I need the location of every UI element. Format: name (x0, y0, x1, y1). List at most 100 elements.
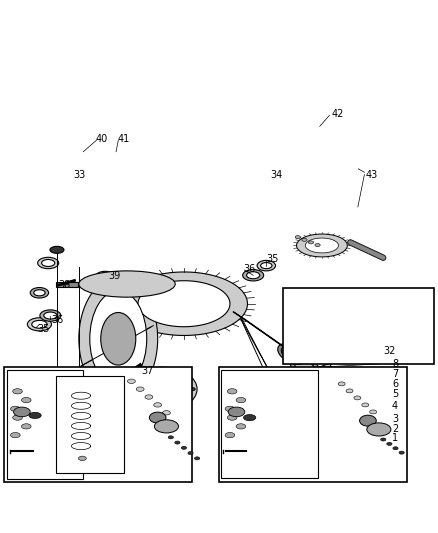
Ellipse shape (228, 407, 245, 417)
Ellipse shape (225, 432, 235, 438)
Ellipse shape (27, 318, 52, 331)
Ellipse shape (127, 379, 135, 383)
Ellipse shape (32, 320, 47, 328)
Ellipse shape (96, 271, 114, 281)
Text: 5: 5 (392, 390, 398, 399)
Text: 43: 43 (366, 169, 378, 180)
Ellipse shape (236, 398, 246, 403)
Ellipse shape (188, 451, 193, 455)
Ellipse shape (145, 395, 153, 399)
Ellipse shape (181, 401, 186, 405)
Ellipse shape (295, 360, 317, 376)
Ellipse shape (362, 403, 369, 407)
Ellipse shape (261, 263, 272, 269)
Ellipse shape (257, 260, 276, 271)
Ellipse shape (225, 406, 235, 411)
Bar (7, 370, 83, 479)
Ellipse shape (330, 413, 357, 434)
Ellipse shape (127, 367, 197, 411)
Ellipse shape (138, 401, 143, 405)
Ellipse shape (302, 238, 307, 241)
Bar (221, 370, 318, 478)
Ellipse shape (90, 290, 147, 387)
Ellipse shape (154, 403, 162, 407)
Ellipse shape (162, 410, 170, 415)
Ellipse shape (34, 290, 45, 296)
Text: 8: 8 (392, 359, 398, 369)
Ellipse shape (129, 387, 134, 391)
Text: 42: 42 (331, 109, 343, 119)
Polygon shape (138, 281, 230, 327)
Ellipse shape (21, 424, 31, 429)
Ellipse shape (44, 312, 57, 319)
Ellipse shape (38, 257, 59, 269)
Ellipse shape (136, 387, 144, 391)
Ellipse shape (79, 278, 158, 400)
Ellipse shape (308, 241, 314, 244)
Ellipse shape (243, 270, 264, 281)
Ellipse shape (190, 387, 195, 391)
Ellipse shape (309, 380, 331, 397)
Ellipse shape (244, 415, 256, 421)
Bar (4, 367, 192, 482)
Ellipse shape (154, 420, 178, 433)
Polygon shape (305, 238, 339, 253)
Text: 1: 1 (392, 433, 398, 443)
Ellipse shape (40, 310, 61, 321)
Ellipse shape (354, 396, 361, 400)
Text: 35: 35 (37, 324, 49, 334)
Ellipse shape (334, 416, 354, 431)
Ellipse shape (393, 447, 398, 450)
Ellipse shape (11, 406, 20, 411)
Text: 40: 40 (95, 134, 108, 143)
Ellipse shape (149, 412, 166, 423)
Ellipse shape (320, 399, 350, 422)
Ellipse shape (370, 410, 377, 414)
Text: 38: 38 (58, 280, 70, 290)
Text: 39: 39 (109, 271, 121, 281)
Ellipse shape (340, 426, 361, 442)
Ellipse shape (168, 436, 173, 439)
Text: 36: 36 (243, 264, 255, 273)
Text: 32: 32 (383, 345, 396, 356)
Ellipse shape (360, 415, 376, 426)
Polygon shape (233, 312, 298, 356)
Ellipse shape (181, 446, 187, 449)
Ellipse shape (175, 441, 180, 444)
Ellipse shape (305, 377, 334, 399)
Polygon shape (297, 234, 347, 257)
Bar (219, 367, 407, 482)
Ellipse shape (278, 344, 305, 365)
Text: 4: 4 (392, 401, 398, 411)
Ellipse shape (138, 374, 143, 377)
Ellipse shape (247, 272, 260, 279)
Ellipse shape (315, 244, 320, 247)
Polygon shape (120, 272, 247, 335)
Ellipse shape (352, 439, 359, 444)
Text: 6: 6 (392, 379, 398, 389)
Ellipse shape (381, 438, 386, 441)
Ellipse shape (11, 432, 20, 438)
Bar (56, 376, 124, 473)
Ellipse shape (236, 424, 246, 429)
Ellipse shape (79, 271, 175, 297)
Ellipse shape (312, 387, 343, 411)
Ellipse shape (343, 428, 358, 440)
Ellipse shape (387, 442, 392, 446)
Text: 34: 34 (271, 169, 283, 180)
Ellipse shape (326, 403, 348, 420)
Ellipse shape (227, 415, 237, 420)
Ellipse shape (194, 457, 200, 460)
Text: 41: 41 (117, 134, 130, 143)
Ellipse shape (136, 374, 188, 405)
Ellipse shape (338, 382, 345, 386)
Text: 2: 2 (392, 424, 398, 434)
Ellipse shape (50, 246, 64, 253)
Ellipse shape (78, 456, 86, 461)
Text: 33: 33 (74, 169, 86, 180)
Ellipse shape (101, 312, 136, 365)
Text: 7: 7 (392, 369, 398, 379)
Ellipse shape (352, 438, 366, 449)
Ellipse shape (399, 451, 404, 454)
Ellipse shape (367, 423, 391, 436)
